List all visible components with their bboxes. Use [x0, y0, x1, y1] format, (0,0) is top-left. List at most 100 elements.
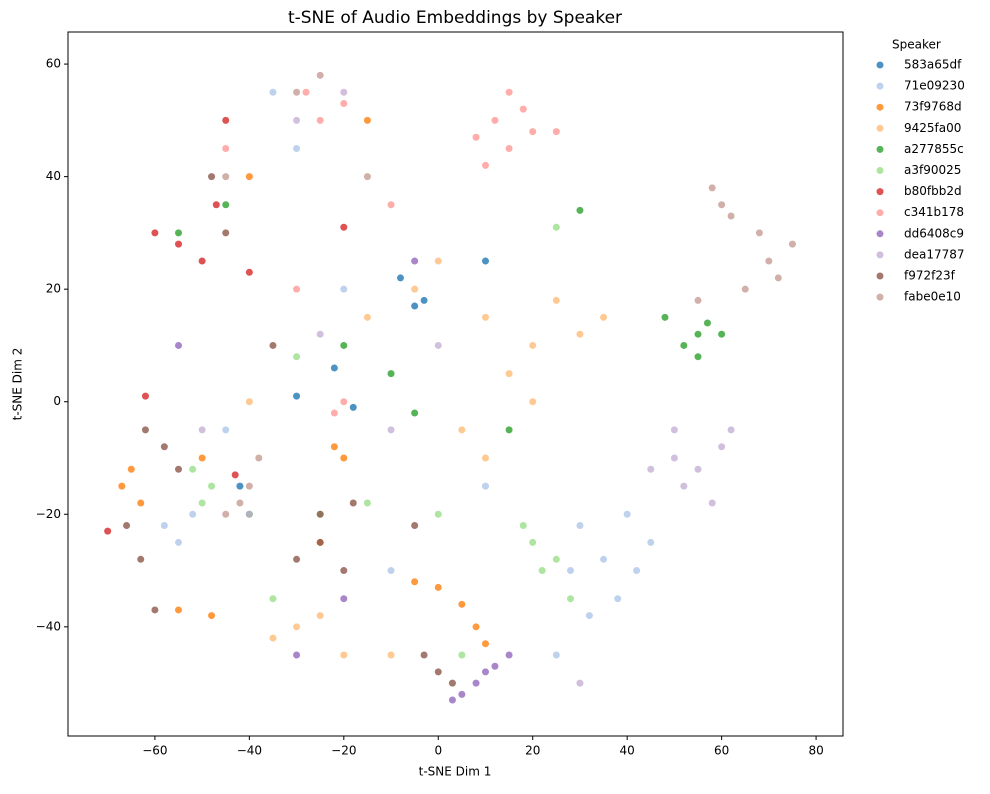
- y-tick-label: 0: [53, 394, 61, 408]
- point: [647, 465, 655, 473]
- point: [434, 341, 442, 349]
- point: [175, 240, 183, 248]
- point: [481, 482, 489, 490]
- point: [505, 88, 513, 96]
- point: [481, 668, 489, 676]
- point: [118, 482, 126, 490]
- point: [151, 229, 159, 237]
- point: [727, 426, 735, 434]
- point: [293, 651, 301, 659]
- point: [340, 651, 348, 659]
- point: [434, 257, 442, 265]
- point: [505, 370, 513, 378]
- point: [396, 274, 404, 282]
- point: [175, 606, 183, 614]
- legend-label: 9425fa00: [904, 121, 961, 135]
- point: [481, 257, 489, 265]
- point: [222, 173, 230, 181]
- point: [293, 285, 301, 293]
- point: [222, 116, 230, 124]
- point: [175, 341, 183, 349]
- point: [718, 201, 726, 209]
- point: [670, 426, 678, 434]
- x-axis-label: t-SNE Dim 1: [419, 765, 492, 779]
- point: [718, 443, 726, 451]
- point: [633, 567, 641, 575]
- point: [670, 454, 678, 462]
- point: [420, 651, 428, 659]
- point: [316, 330, 324, 338]
- legend-marker: [876, 188, 884, 196]
- x-tick-label: 0: [434, 744, 442, 758]
- point: [458, 600, 466, 608]
- point: [198, 454, 206, 462]
- point: [387, 426, 395, 434]
- legend-label: b80fbb2d: [904, 184, 962, 198]
- point: [349, 499, 357, 507]
- point: [694, 353, 702, 361]
- point: [222, 426, 230, 434]
- legend-label: f972f23f: [904, 269, 956, 283]
- legend-label: 583a65df: [904, 58, 962, 72]
- point: [576, 206, 584, 214]
- point: [566, 595, 574, 603]
- point: [505, 426, 513, 434]
- legend-label: a277855c: [904, 142, 964, 156]
- point: [505, 144, 513, 152]
- point: [212, 201, 220, 209]
- point: [236, 482, 244, 490]
- point: [481, 313, 489, 321]
- point: [680, 482, 688, 490]
- point: [472, 133, 480, 141]
- point: [349, 403, 357, 411]
- point: [519, 522, 527, 530]
- point: [340, 595, 348, 603]
- legend-label: 73f9768d: [904, 100, 962, 114]
- point: [123, 522, 131, 530]
- y-tick-label: 40: [46, 169, 61, 183]
- point: [330, 409, 338, 417]
- point: [269, 341, 277, 349]
- x-tick-label: 20: [525, 744, 540, 758]
- point: [529, 538, 537, 546]
- point: [552, 223, 560, 231]
- legend-marker: [876, 145, 884, 153]
- plot-frame: [67, 31, 844, 737]
- point: [245, 510, 253, 518]
- point: [472, 679, 480, 687]
- point: [316, 612, 324, 620]
- point: [340, 398, 348, 406]
- point: [434, 510, 442, 518]
- point: [222, 201, 230, 209]
- point: [245, 398, 253, 406]
- point: [708, 499, 716, 507]
- y-tick-label: 20: [46, 282, 61, 296]
- legend-marker: [876, 61, 884, 69]
- point: [387, 370, 395, 378]
- point: [448, 679, 456, 687]
- y-tick-label: −20: [36, 507, 61, 521]
- point: [623, 510, 631, 518]
- legend-label: fabe0e10: [904, 290, 961, 304]
- point: [481, 161, 489, 169]
- point: [552, 296, 560, 304]
- point: [694, 465, 702, 473]
- x-tick-label: 80: [808, 744, 823, 758]
- point: [137, 555, 145, 563]
- point: [316, 510, 324, 518]
- point: [585, 612, 593, 620]
- point: [340, 99, 348, 107]
- x-tick-label: −20: [331, 744, 356, 758]
- point: [245, 268, 253, 276]
- point: [293, 555, 301, 563]
- point: [411, 578, 419, 586]
- point: [614, 595, 622, 603]
- point: [481, 454, 489, 462]
- point: [458, 690, 466, 698]
- legend-label: dea17787: [904, 247, 965, 261]
- point: [566, 567, 574, 575]
- point: [340, 341, 348, 349]
- point: [647, 538, 655, 546]
- y-axis-label: t-SNE Dim 2: [11, 348, 25, 421]
- point: [552, 555, 560, 563]
